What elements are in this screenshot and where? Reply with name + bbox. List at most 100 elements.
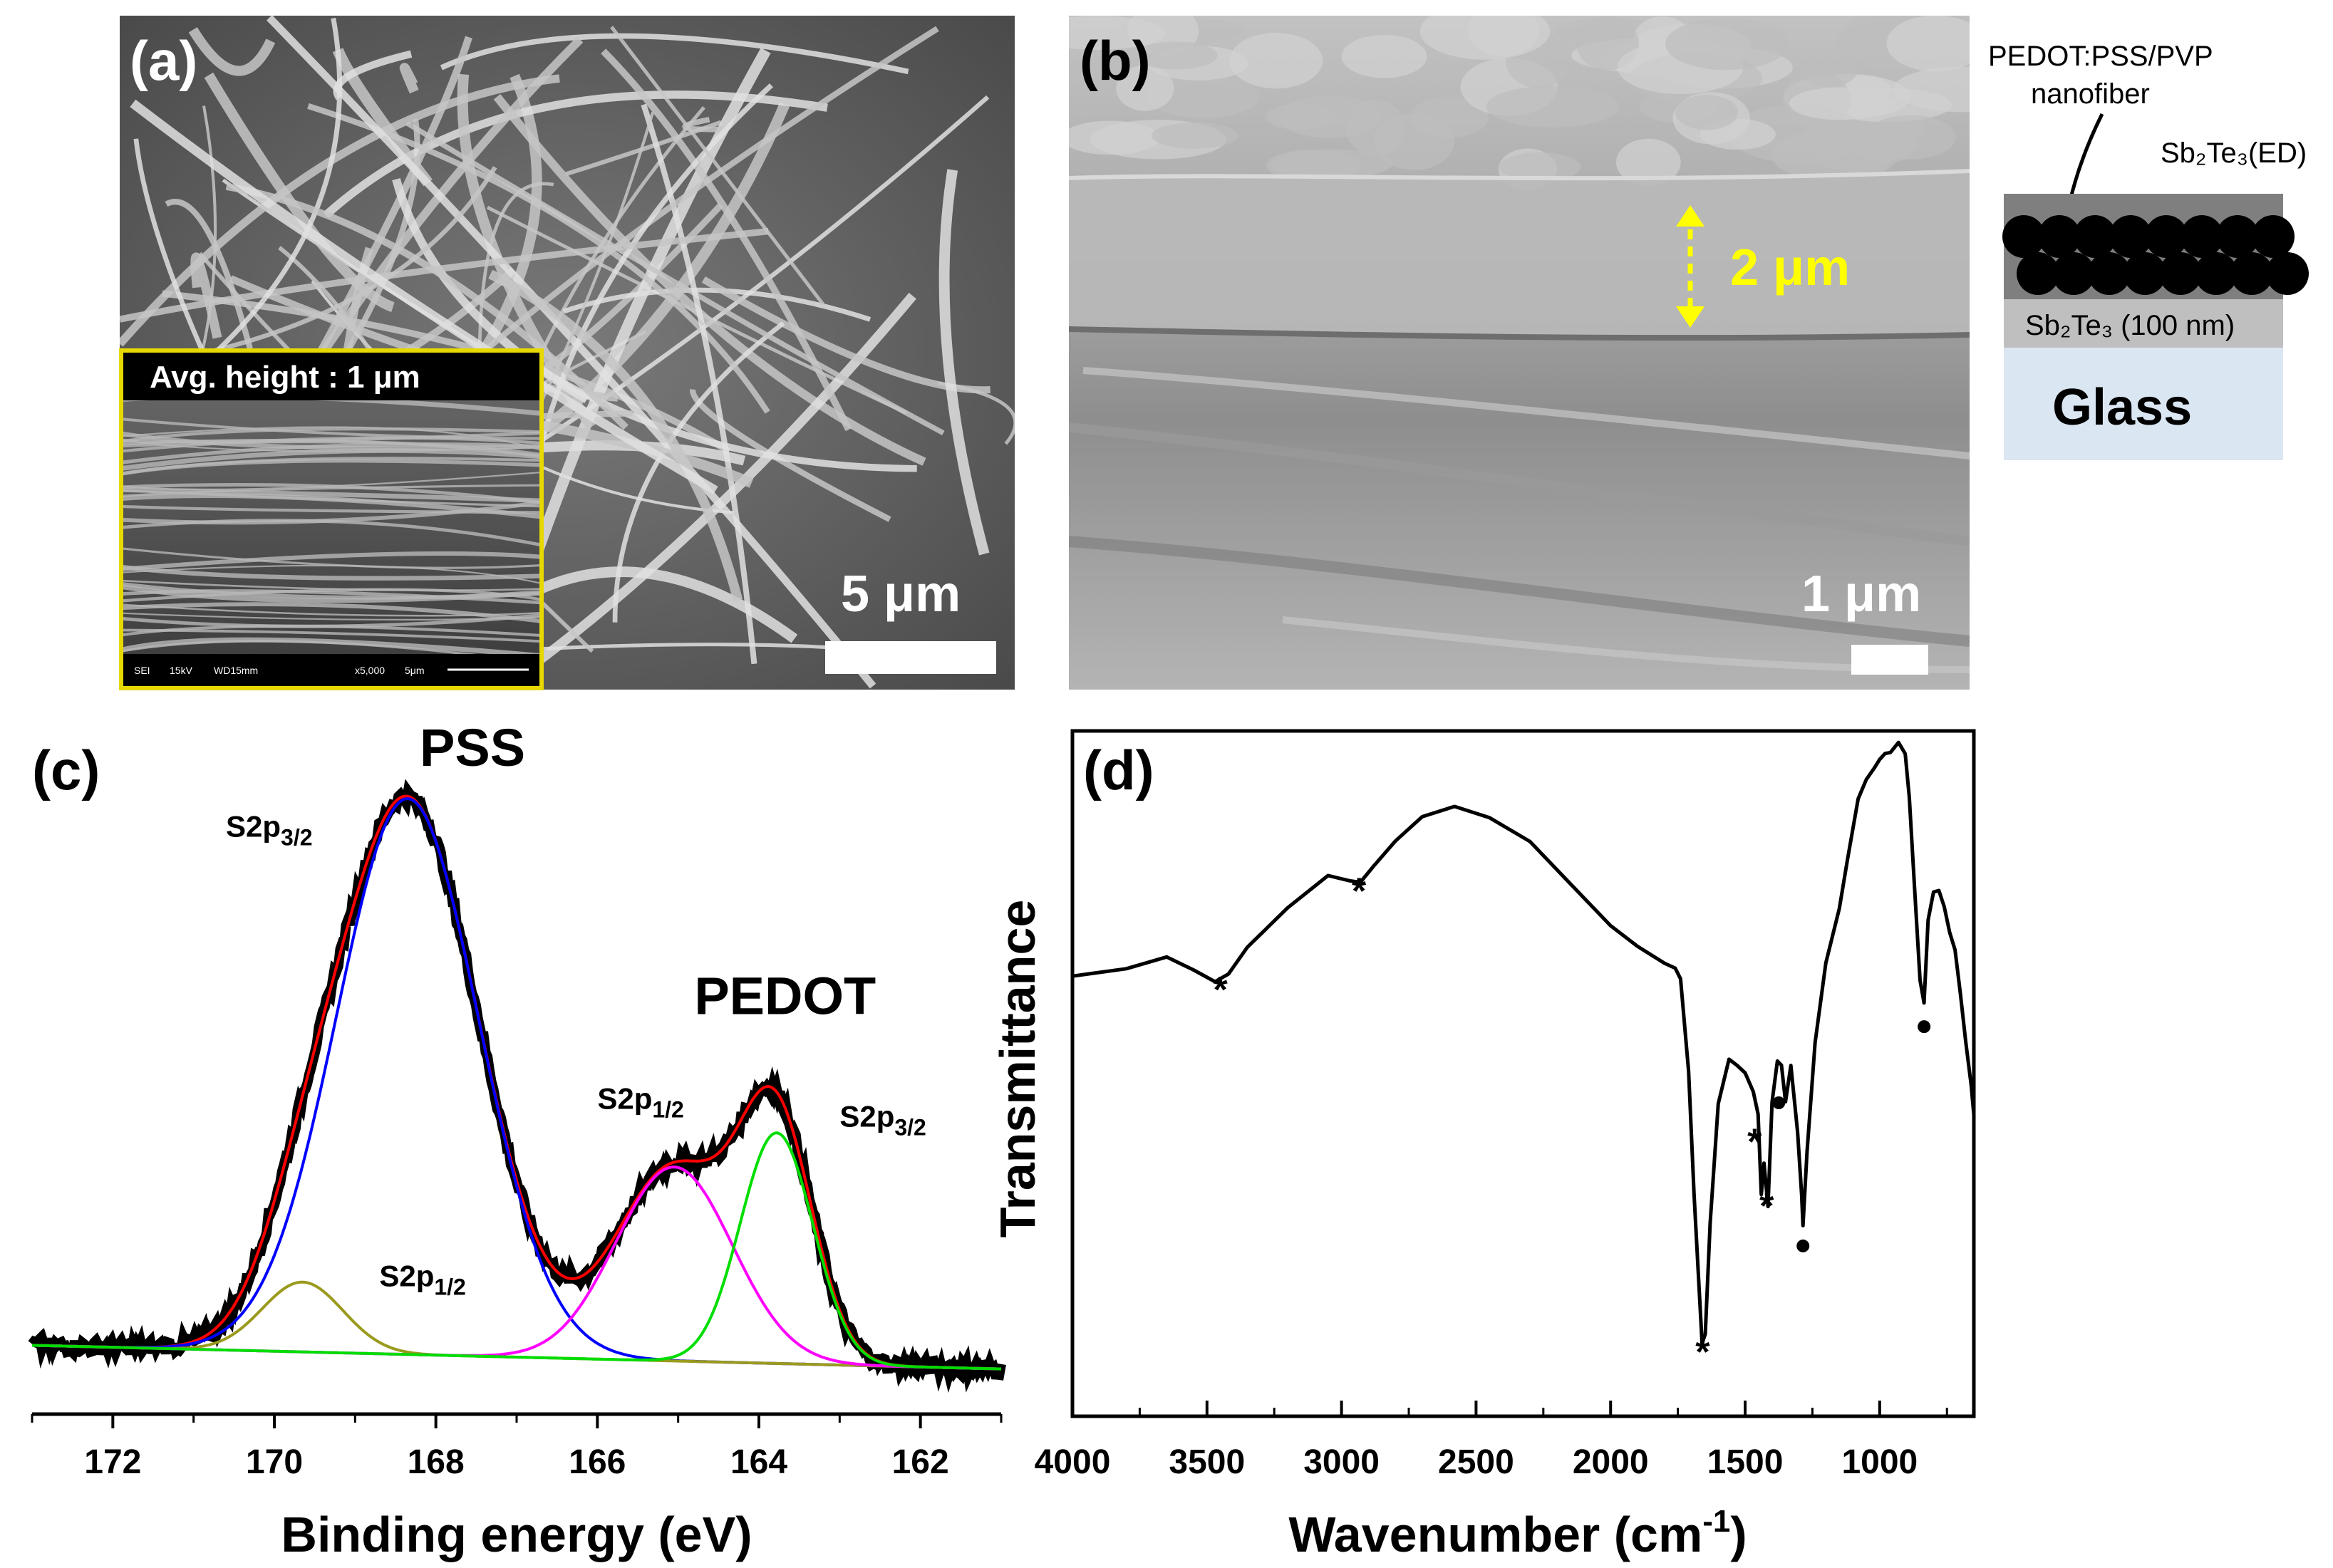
peak-annotation-main: S2p (597, 1081, 652, 1115)
surface-bump (1864, 115, 1956, 160)
surface-bump (1893, 66, 1970, 113)
surface-bump (1229, 33, 1323, 89)
peak-marker-asterisk: * (1214, 970, 1228, 1011)
surface-bump (1374, 113, 1454, 170)
surface-bump (1486, 85, 1620, 128)
x-axis-label-c: Binding energy (eV) (281, 1507, 752, 1562)
inset-fiber (121, 482, 542, 505)
peak-annotation: S2p1/2 (597, 1081, 684, 1122)
series-line-envelope (31, 794, 1002, 1371)
x-tick-label-d: 3000 (1303, 1443, 1380, 1481)
inset-fiber (121, 551, 542, 572)
fiber (188, 27, 276, 76)
scale-bar-label-b: 1 μm (1801, 566, 1921, 623)
surface-bump (1499, 152, 1581, 182)
pointer-arrow (2068, 113, 2104, 202)
fiber-dot (2002, 215, 2045, 258)
fiber-dot (2145, 215, 2188, 258)
sb2te3-thin-layer (2004, 299, 2283, 348)
inset-footer: SEI 15kV WD15mm x5,000 5μm (134, 665, 529, 676)
inset-fiber (121, 584, 542, 603)
panel-a: Avg. height : 1 μm SEI 15kV WD15mm x5,000 5μ… (119, 16, 1015, 690)
peak-annotation-main: PEDOT (694, 967, 876, 1026)
peak-annotation-main: S2p (379, 1259, 434, 1292)
inset-border (119, 348, 544, 690)
fiber (519, 566, 798, 643)
fiber (225, 182, 628, 430)
glass-label: Glass (2052, 379, 2192, 436)
inset-fiber (121, 603, 542, 617)
x-tick-label-c: 170 (246, 1443, 303, 1481)
inset-fiber (121, 564, 542, 581)
inset-fiber (121, 487, 542, 504)
x-axis-label-d-main: Wavenumber (cm (1288, 1507, 1702, 1562)
x-axis-label-d-sup: -1 (1702, 1504, 1730, 1539)
x-tick-label-d: 2000 (1573, 1443, 1649, 1481)
series-line-pedot-s2p3-2 (31, 1131, 1002, 1371)
thickness-arrow (1676, 205, 1705, 328)
surface-bump (1799, 49, 1859, 87)
panel-letter-a: (a) (130, 29, 197, 92)
surface-bump (1615, 138, 1681, 186)
fiber-dot (2181, 215, 2223, 258)
inset-fiber (121, 489, 542, 508)
inset-footer-item: SEI (134, 665, 150, 676)
inset-fiber (121, 564, 542, 584)
fiber-label-line1: PEDOT:PSS/PVP (1988, 41, 2213, 72)
x-ticks-c: 172 170 168 166 164 162 (31, 1414, 1003, 1481)
peak-annotation-main: S2p (226, 810, 281, 843)
peak-annotation-sub: 1/2 (434, 1274, 465, 1299)
fiber (701, 276, 991, 394)
fiber (120, 228, 769, 323)
x-tick-label-d: 4000 (1035, 1443, 1111, 1481)
surface-bump (1146, 74, 1260, 118)
surface-bump (1151, 122, 1238, 149)
inset-footer-bar (121, 654, 542, 688)
inset-fiber (121, 579, 542, 592)
x-tick-label-d: 2500 (1438, 1443, 1514, 1481)
surface-bump (1134, 41, 1218, 70)
fiber-dot (2074, 215, 2116, 258)
fiber (529, 360, 917, 472)
surface-bump (1266, 149, 1362, 182)
cross-section-texture (1069, 16, 1970, 673)
x-tick-label-c: 162 (892, 1443, 949, 1481)
fiber (477, 182, 554, 360)
surface-bump (1069, 120, 1161, 155)
fiber-dot (2038, 215, 2081, 258)
fiber (562, 287, 871, 322)
inset-title-bar (121, 351, 542, 400)
fiber-dot (2017, 252, 2059, 295)
surface-bump (1467, 16, 1539, 57)
peak-marker-dot (1772, 1096, 1786, 1109)
peak-marker-asterisk: * (1695, 1332, 1710, 1374)
fiber (486, 205, 907, 415)
inset-height-label: Avg. height : 1 μm (150, 360, 420, 395)
x-tick-label-d: 1000 (1841, 1443, 1918, 1481)
inset-fiber (121, 484, 542, 497)
surface-bump (1665, 18, 1789, 71)
fiber (601, 48, 852, 432)
inset-fiber (121, 448, 542, 471)
series-d (1072, 740, 1976, 1346)
middle-layer-label: Sb₂Te₃ (100 nm) (2025, 310, 2235, 341)
inset-footer-item: 5μm (405, 665, 425, 676)
fiber-dot (2088, 252, 2131, 295)
inset-fiber (121, 613, 542, 628)
height-inset: Avg. height : 1 μm SEI 15kV WD15mm x5,000 5μ… (119, 348, 544, 690)
surface-bump (1886, 16, 1970, 72)
fiber (120, 74, 560, 347)
x-ticks-d: 4000 3500 3000 2500 2000 1500 1000 (1035, 1401, 1948, 1481)
plot-frame-d (1070, 729, 1976, 1418)
inset-footer-item: 15kV (170, 665, 193, 676)
peak-marker-asterisk: * (1747, 1122, 1762, 1163)
fiber (488, 269, 743, 602)
chart-c: (c) 172 170 168 166 164 162 PSSPEDOTS2p3/2S2p… (28, 718, 1006, 1562)
peak-annotation-sub: 1/2 (652, 1096, 683, 1122)
x-axis-label-d: Wavenumber (cm-1) (1288, 1504, 1747, 1562)
inset-fiber (121, 440, 542, 457)
device-schematic: PEDOT:PSS/PVP nanofiber Sb₂Te₃(ED) Sb₂Te… (1988, 41, 2309, 460)
peak-marker-dot (1796, 1239, 1810, 1252)
peak-annotation: S2p1/2 (379, 1259, 466, 1299)
